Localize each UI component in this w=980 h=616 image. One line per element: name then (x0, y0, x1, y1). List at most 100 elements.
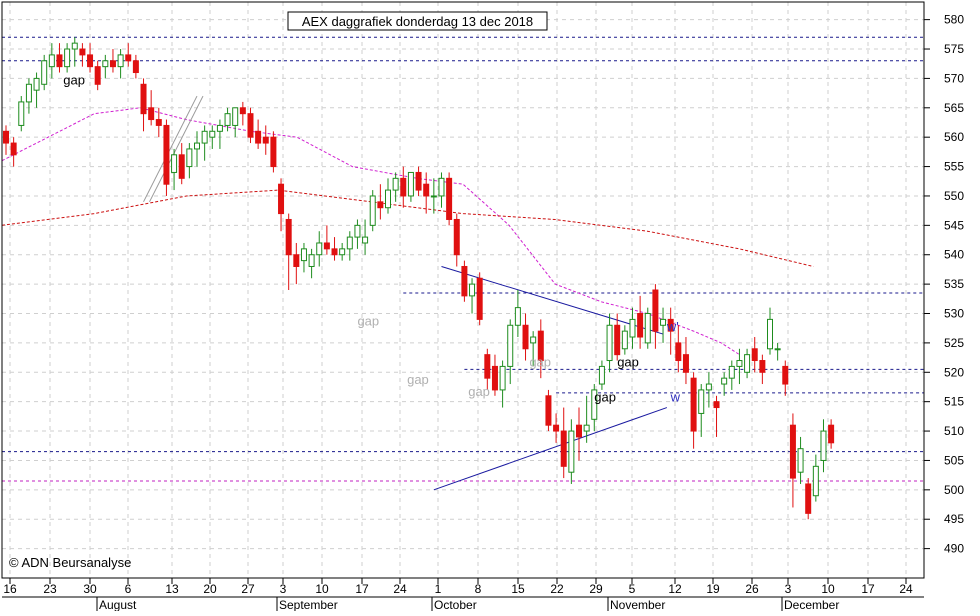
candle-up (583, 424, 590, 432)
annotation-label: gap (617, 354, 639, 369)
annotation-label: w (670, 390, 681, 405)
candle-down (94, 66, 101, 85)
x-tick-label: 5 (629, 582, 636, 596)
candle-down (675, 342, 682, 362)
annotation-label: gap (529, 354, 551, 369)
x-tick-label: 1 (435, 582, 442, 596)
candle-up (507, 324, 514, 367)
annotation-label: gap (63, 72, 85, 87)
candle-down (278, 183, 285, 215)
candle-down (247, 113, 254, 138)
candle-down (652, 289, 659, 332)
copyright-label: © ADN Beursanalyse (9, 555, 131, 570)
candle-up (744, 354, 751, 373)
candle-down (400, 177, 407, 197)
candle-up (644, 313, 651, 344)
candle-down (637, 313, 644, 338)
candle-down (690, 377, 697, 432)
candle-up (186, 148, 193, 168)
candle-down (789, 424, 796, 479)
y-tick-label: 580 (944, 13, 964, 27)
candle-up (660, 318, 667, 326)
y-tick-label: 540 (944, 248, 964, 262)
y-tick-label: 505 (944, 453, 964, 467)
grid-layer (2, 2, 924, 578)
candle-down (285, 218, 292, 256)
candle-up (797, 448, 804, 473)
candle-down (782, 365, 789, 385)
chart-title-box: AEX daggrafiek donderdag 13 dec 2018 (287, 11, 548, 31)
candle-up (18, 101, 25, 126)
candle-up (499, 365, 506, 391)
x-tick-label: 15 (511, 582, 525, 596)
candle-up (469, 283, 476, 297)
trendline (143, 95, 198, 203)
candle-down (484, 354, 491, 379)
candle-up (438, 177, 445, 197)
candle-up (25, 83, 32, 103)
y-tick-label: 565 (944, 101, 964, 115)
candle-up (407, 171, 414, 197)
candle-up (117, 54, 124, 68)
candle-down (537, 330, 544, 362)
candle-up (385, 189, 391, 209)
candle-down (377, 201, 384, 209)
y-tick-label: 550 (944, 189, 964, 203)
candle-up (194, 142, 200, 150)
annotation-label: gap (594, 390, 616, 405)
x-tick-label: 20 (203, 582, 217, 596)
candle-up (308, 254, 315, 267)
y-tick-label: 510 (944, 424, 964, 438)
annotation-label: gap (357, 313, 379, 328)
candle-up (201, 130, 208, 144)
candle-down (79, 48, 86, 56)
candle-up (820, 430, 827, 461)
candle-down (262, 136, 269, 144)
candle-up (354, 224, 361, 238)
x-tick-label: 24 (899, 582, 913, 596)
x-tick-label: 10 (821, 582, 835, 596)
candle-up (48, 54, 55, 68)
y-tick-label: 515 (944, 395, 964, 409)
annotations: gap gap gap gap gap gap gap w' w (63, 72, 680, 404)
candle-up (224, 113, 231, 126)
candle-up (339, 248, 346, 256)
candle-down (423, 183, 430, 197)
y-tick-label: 545 (944, 218, 964, 232)
y-tick-label: 530 (944, 307, 964, 321)
annotation-label: w' (666, 319, 679, 334)
moving-average-long (1, 189, 814, 267)
candle-up (812, 465, 819, 497)
candle-up (232, 107, 239, 126)
candle-down (476, 277, 483, 320)
month-label: September (279, 598, 338, 611)
candle-up (514, 307, 521, 326)
candle-up (568, 430, 575, 473)
candle-down (453, 218, 460, 256)
y-tick-label: 520 (944, 365, 964, 379)
candle-down (163, 124, 170, 185)
candle-down (56, 54, 63, 68)
trendline (433, 407, 668, 491)
plot-frame (1, 1, 925, 579)
candle-down (148, 107, 155, 121)
support-resistance-lines (2, 36, 924, 482)
x-tick-label: 24 (393, 582, 407, 596)
candle-up (767, 318, 773, 350)
candle-up (736, 360, 743, 367)
month-label: October (434, 598, 477, 611)
annotation-label: gap (468, 384, 490, 399)
x-tick-label: 10 (315, 582, 329, 596)
candle-down (828, 424, 835, 444)
x-tick-label: 6 (125, 582, 132, 596)
trendline-channel (149, 95, 204, 203)
x-axis: 16 23 30 6 13 20 27 3 10 17 24 1 8 15 22 29 5 12 19 26 3 10 17… (2, 578, 924, 612)
candle-up (591, 389, 598, 420)
annotation-label: gap (407, 372, 429, 387)
month-label: November (610, 598, 665, 611)
x-tick-label: 3 (280, 582, 287, 596)
candle-down (751, 348, 758, 362)
candle-down (125, 54, 132, 62)
